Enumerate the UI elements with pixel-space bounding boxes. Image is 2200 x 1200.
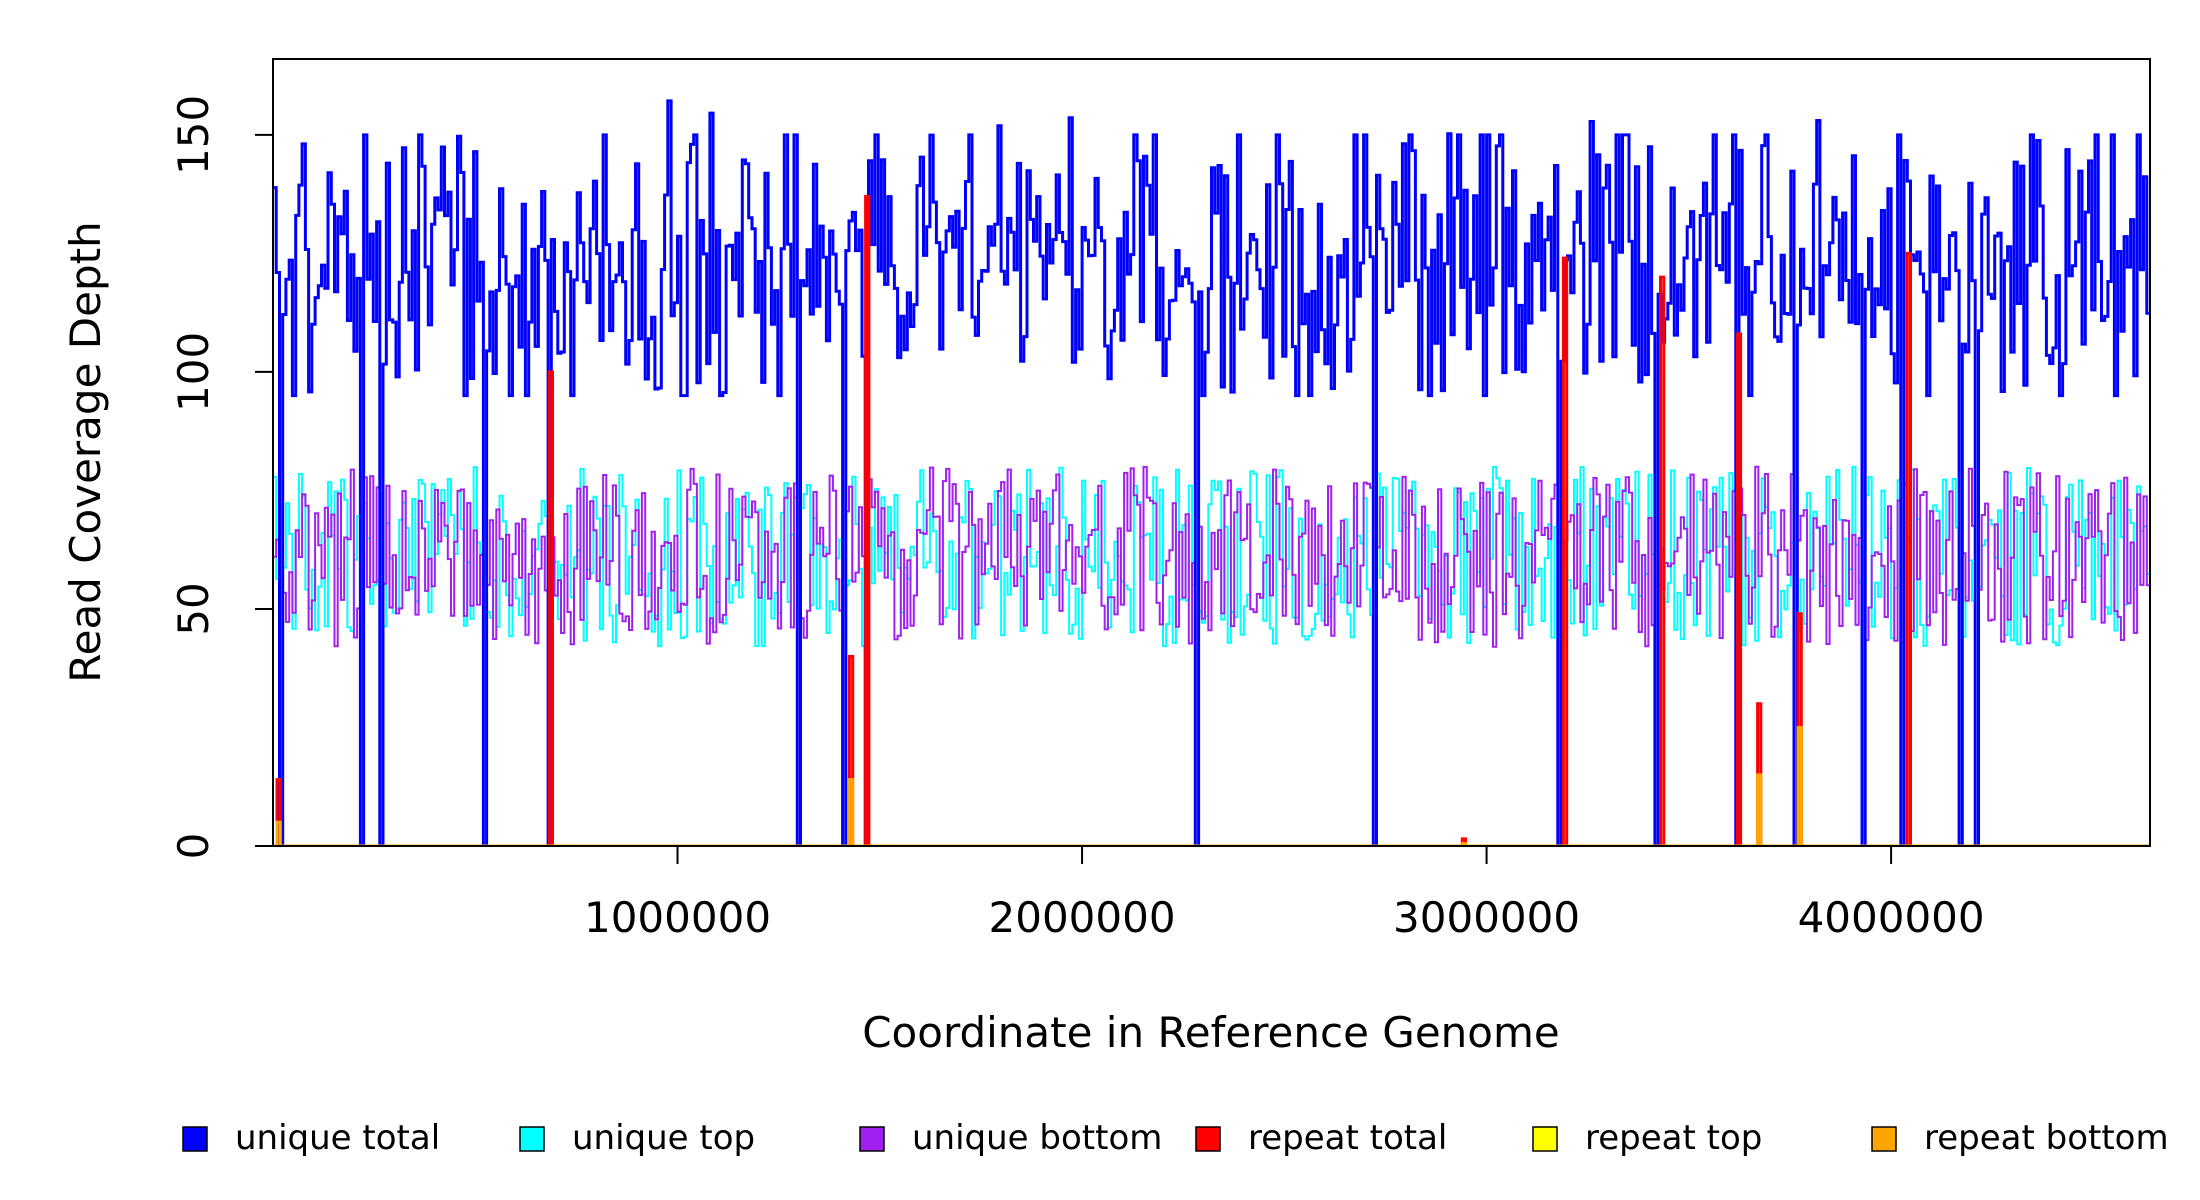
legend-swatch: [1532, 1126, 1558, 1152]
legend-item: unique bottom: [859, 1118, 1162, 1158]
x-tick-label: 2000000: [989, 893, 1176, 942]
legend-item: repeat total: [1195, 1118, 1447, 1158]
x-tick-label: 4000000: [1798, 893, 1985, 942]
legend-item: repeat bottom: [1871, 1118, 2169, 1158]
x-tick-label: 1000000: [584, 893, 771, 942]
legend-label: repeat bottom: [1924, 1118, 2169, 1158]
x-axis-label: Coordinate in Reference Genome: [862, 1008, 1560, 1057]
legend: unique total unique top unique bottom repea…: [182, 1118, 2169, 1158]
y-tick-label: 50: [169, 582, 218, 635]
series-unique-bottom: [273, 465, 2150, 846]
series-unique-total: [273, 99, 2150, 846]
series-repeat-bottom: [273, 726, 2150, 846]
legend-swatch: [182, 1126, 208, 1152]
legend-item: unique top: [519, 1118, 755, 1158]
legend-item: repeat top: [1532, 1118, 1762, 1158]
legend-swatch: [519, 1126, 545, 1152]
y-tick-label: 100: [169, 332, 218, 412]
legend-label: repeat total: [1248, 1118, 1447, 1158]
series-unique-top: [273, 465, 2150, 846]
plot-frame: [272, 58, 2151, 847]
legend-swatch: [1195, 1126, 1221, 1152]
axes-layer: 1000000 2000000 3000000 4000000 0 50 100 150: [169, 95, 1985, 942]
legend-label: repeat top: [1585, 1118, 1762, 1158]
y-tick-label: 150: [169, 95, 218, 175]
legend-label: unique top: [572, 1118, 755, 1158]
legend-label: unique total: [235, 1118, 440, 1158]
legend-swatch: [1871, 1126, 1897, 1152]
legend-swatch: [859, 1126, 885, 1152]
legend-label: unique bottom: [912, 1118, 1162, 1158]
series-layer: [273, 99, 2150, 846]
legend-item: unique total: [182, 1118, 440, 1158]
x-tick-label: 3000000: [1393, 893, 1580, 942]
y-tick-label: 0: [169, 833, 218, 860]
y-axis-label: Read Coverage Depth: [61, 221, 110, 682]
